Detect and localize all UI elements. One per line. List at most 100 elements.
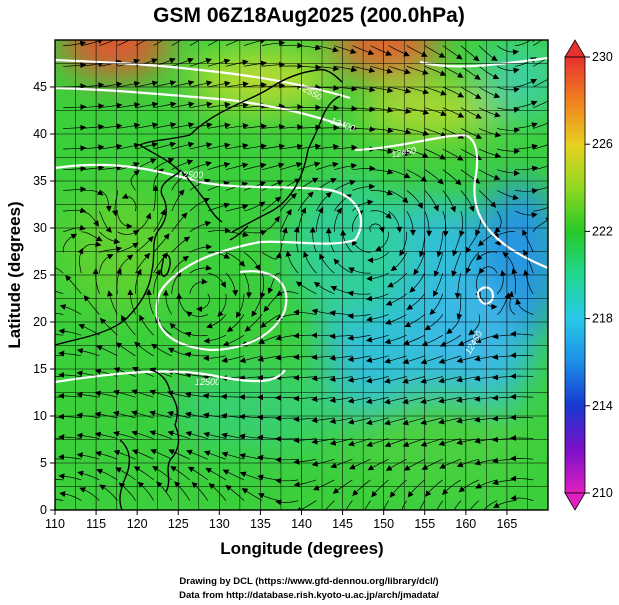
streamline xyxy=(514,210,538,219)
streamline xyxy=(295,500,317,510)
streamline xyxy=(81,144,105,151)
contour-line xyxy=(354,133,548,270)
streamline xyxy=(217,293,227,318)
streamline xyxy=(153,80,177,88)
streamline xyxy=(303,251,317,274)
colorbar-tick-label: 222 xyxy=(592,224,613,238)
streamline xyxy=(315,206,324,232)
streamline xyxy=(460,128,483,139)
streamline xyxy=(99,81,123,88)
streamline xyxy=(364,500,371,510)
streamline xyxy=(421,458,443,470)
streamline xyxy=(510,475,534,482)
streamline xyxy=(366,417,389,426)
streamline xyxy=(383,500,389,510)
streamline xyxy=(171,141,195,150)
streamline xyxy=(243,252,261,271)
streamline xyxy=(285,250,299,274)
streamline xyxy=(533,186,548,191)
streamline xyxy=(352,86,376,93)
streamline xyxy=(243,229,267,236)
streamline xyxy=(112,410,136,419)
streamline xyxy=(502,251,516,274)
streamline xyxy=(117,242,139,253)
colorbar-bottom-arrow xyxy=(564,492,586,511)
streamline xyxy=(533,144,548,150)
y-tick-label: 45 xyxy=(33,80,47,94)
streamline xyxy=(207,142,231,150)
streamline xyxy=(225,231,249,238)
streamline xyxy=(99,317,118,336)
streamline xyxy=(135,80,159,88)
streamline xyxy=(385,293,407,306)
y-tick-label: 40 xyxy=(33,127,47,141)
streamline xyxy=(221,355,245,364)
x-tick-label: 140 xyxy=(291,517,312,531)
streamline xyxy=(225,102,249,109)
streamline xyxy=(58,328,82,336)
streamline xyxy=(425,479,444,497)
streamline xyxy=(370,86,394,93)
x-axis-ticks: 110 115 120 125 130 135 140 145 150 155 160 165 xyxy=(45,510,517,531)
streamline xyxy=(424,65,447,76)
coast-asia xyxy=(55,134,191,346)
coast-siberia xyxy=(189,68,343,136)
streamline xyxy=(388,148,412,156)
streamline xyxy=(153,269,161,294)
streamline xyxy=(99,102,123,109)
streamline xyxy=(496,292,511,315)
streamline xyxy=(63,207,87,214)
streamline xyxy=(370,65,394,74)
streamline xyxy=(478,148,502,159)
streamline xyxy=(403,458,425,471)
streamline xyxy=(117,80,141,88)
streamline xyxy=(384,417,407,426)
streamline xyxy=(352,165,376,172)
streamline xyxy=(365,334,389,343)
streamline xyxy=(457,334,480,347)
colorbar-tick-label: 218 xyxy=(592,312,613,326)
streamline xyxy=(298,44,322,51)
streamline xyxy=(433,272,444,297)
streamline xyxy=(402,355,425,365)
y-tick-label: 10 xyxy=(33,409,47,423)
streamline xyxy=(347,376,371,383)
streamline xyxy=(424,86,447,96)
streamline xyxy=(156,481,173,501)
streamline xyxy=(297,207,307,232)
streamline xyxy=(347,355,371,363)
streamline xyxy=(279,193,297,212)
streamline xyxy=(407,479,425,498)
streamline xyxy=(334,105,358,112)
streamline xyxy=(225,204,249,212)
streamline xyxy=(171,236,191,253)
streamline xyxy=(442,210,449,237)
streamline xyxy=(202,355,226,362)
streamline xyxy=(243,201,266,212)
streamline xyxy=(365,355,389,363)
streamline xyxy=(243,162,267,171)
streamline xyxy=(81,231,103,242)
streamline xyxy=(442,86,465,98)
streamline xyxy=(515,40,537,46)
x-tick-label: 110 xyxy=(45,517,65,531)
streamline xyxy=(297,191,314,212)
streamline xyxy=(298,64,322,71)
streamline xyxy=(117,211,133,230)
streamline xyxy=(189,80,213,88)
streamline xyxy=(94,411,118,419)
streamline xyxy=(171,255,190,274)
streamline xyxy=(153,157,175,170)
streamline xyxy=(334,65,358,73)
streamline xyxy=(55,499,64,501)
streamline xyxy=(424,190,439,212)
contour-label: 12500 xyxy=(195,377,220,387)
streamline xyxy=(515,122,538,129)
streamline xyxy=(384,376,407,384)
streamline xyxy=(135,101,159,109)
streamline xyxy=(533,165,548,171)
streamline xyxy=(207,252,231,259)
streamline xyxy=(131,389,154,398)
streamline xyxy=(115,467,136,481)
streamline xyxy=(399,231,408,257)
